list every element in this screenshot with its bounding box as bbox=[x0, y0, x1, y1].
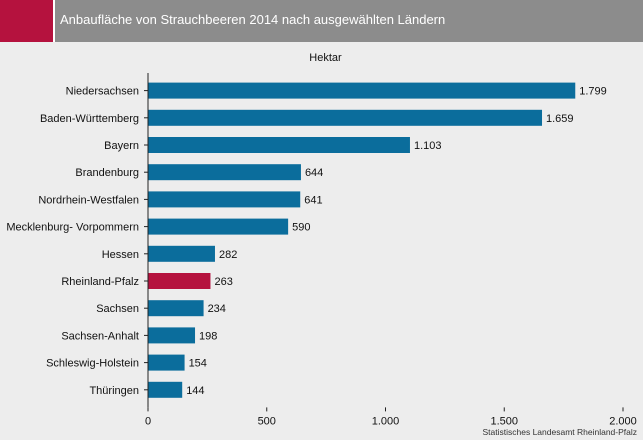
brand-accent-block bbox=[0, 0, 53, 42]
category-label: Sachsen bbox=[96, 303, 139, 315]
category-label: Hessen bbox=[102, 249, 139, 261]
bar bbox=[148, 300, 204, 317]
value-label: 644 bbox=[305, 167, 323, 179]
value-label: 1.799 bbox=[579, 86, 607, 98]
bar-chart: Hektar Niedersachsen 1.799 Baden-Württember… bbox=[6, 52, 637, 427]
value-label: 1.659 bbox=[546, 113, 574, 125]
x-tick-label: 0 bbox=[145, 415, 151, 427]
x-tick-label: 1.000 bbox=[372, 415, 400, 427]
value-label: 263 bbox=[214, 276, 232, 288]
header-bar: Anbaufläche von Strauchbeeren 2014 nach … bbox=[0, 0, 643, 42]
value-label: 590 bbox=[292, 222, 310, 234]
value-label: 1.103 bbox=[414, 140, 442, 152]
category-label: Baden-Württemberg bbox=[40, 113, 139, 125]
x-tick-label: 2.000 bbox=[609, 415, 637, 427]
value-label: 234 bbox=[208, 303, 226, 315]
value-label: 198 bbox=[199, 330, 217, 342]
header-divider bbox=[53, 0, 55, 42]
source-note: Statistisches Landesamt Rheinland-Pfalz bbox=[482, 427, 638, 437]
bar bbox=[148, 109, 543, 126]
unit-label: Hektar bbox=[309, 52, 342, 64]
chart-title: Anbaufläche von Strauchbeeren 2014 nach … bbox=[60, 12, 446, 27]
bar bbox=[148, 218, 289, 235]
category-label: Schleswig-Holstein bbox=[46, 358, 139, 370]
category-label: Rheinland-Pfalz bbox=[61, 276, 139, 288]
category-label: Bayern bbox=[104, 140, 139, 152]
value-label: 282 bbox=[219, 249, 237, 261]
category-label: Thüringen bbox=[89, 385, 139, 397]
category-label: Mecklenburg- Vorpommern bbox=[6, 222, 139, 234]
x-tick-label: 500 bbox=[258, 415, 276, 427]
category-label: Brandenburg bbox=[75, 167, 139, 179]
bar bbox=[148, 164, 301, 181]
bar bbox=[148, 191, 301, 208]
bar bbox=[148, 137, 410, 153]
value-label: 144 bbox=[186, 385, 204, 397]
bar bbox=[148, 354, 185, 371]
bar bbox=[148, 381, 183, 398]
value-label: 641 bbox=[304, 194, 322, 206]
bar bbox=[148, 245, 215, 262]
value-label: 154 bbox=[189, 358, 207, 370]
bar bbox=[148, 273, 211, 289]
bar bbox=[148, 327, 196, 344]
category-label: Niedersachsen bbox=[66, 86, 139, 98]
x-tick-label: 1.500 bbox=[490, 415, 518, 427]
bar bbox=[148, 82, 576, 99]
category-label: Sachsen-Anhalt bbox=[61, 330, 139, 342]
category-label: Nordrhein-Westfalen bbox=[38, 194, 139, 206]
